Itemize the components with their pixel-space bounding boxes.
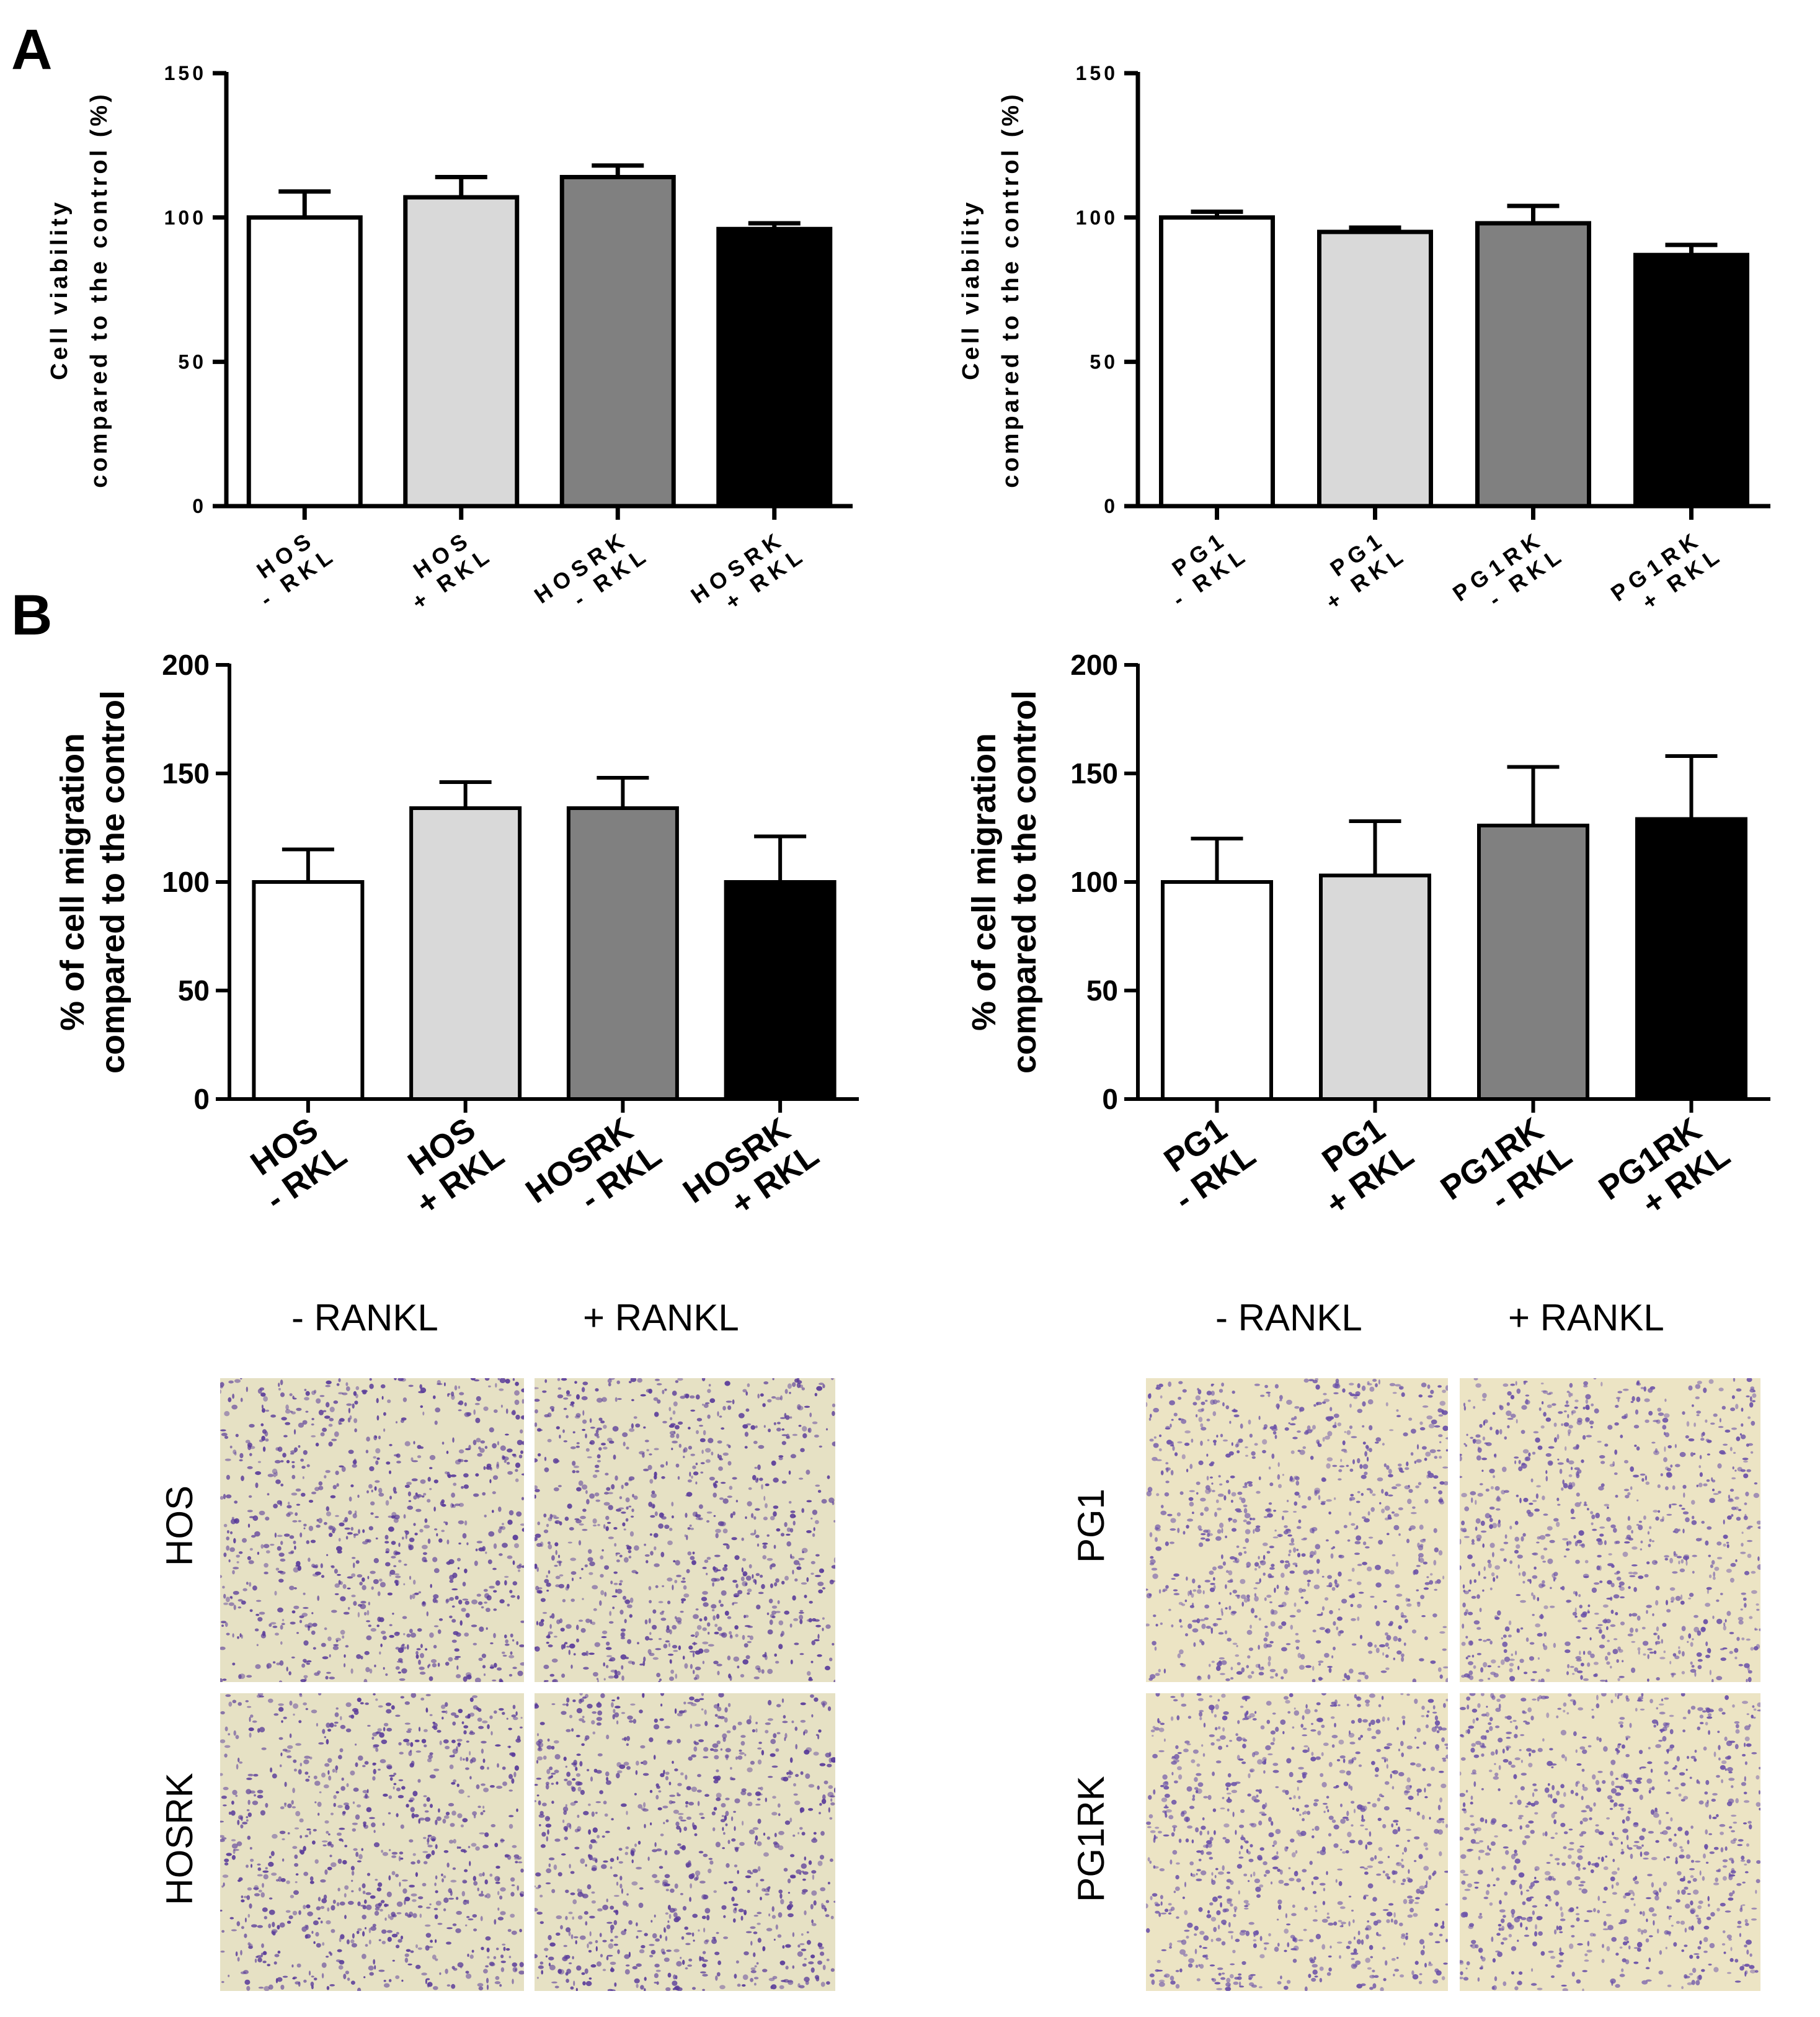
y-tick-label: 100 (162, 866, 210, 898)
y-tick-label: 200 (1070, 649, 1118, 681)
x-tick-label-group: HOS- RKL (244, 1111, 353, 1218)
y-tick-label: 0 (1104, 495, 1118, 517)
micrograph-hos-plus-rankl (535, 1378, 835, 1682)
chart-b-hos-migration: 0 50 100 150 200 % of cell migration compared … (54, 649, 859, 1223)
micrograph-column-label: - RANKL (291, 1297, 438, 1338)
micrograph-row-labels: HOS HOSRK (159, 1485, 200, 1905)
micrograph-pg1-minus-rankl (1146, 1378, 1448, 1682)
x-tick-label-group: PG1RK+ RKL (1592, 1111, 1737, 1223)
micrograph-hosrk-minus-rankl (220, 1693, 524, 1991)
stained-cells (535, 1378, 835, 1682)
x-tick-label-group: PG1RK- RKL (1434, 1111, 1579, 1218)
y-tick-label: 0 (1102, 1083, 1118, 1115)
micrograph-row-labels: PG1 PG1RK (1070, 1489, 1112, 1902)
y-tick-label: 100 (164, 207, 206, 229)
bar (1159, 215, 1275, 509)
bar (246, 215, 363, 509)
micrograph-pg1-plus-rankl (1460, 1378, 1760, 1682)
micrograph-group-hos: - RANKL + RANKL HOS HOSRK (0, 1278, 912, 2016)
stained-cells (220, 1378, 524, 1682)
bar (252, 880, 365, 1101)
micrograph-background (1460, 1693, 1760, 1991)
panel-letter-a: A (11, 18, 53, 81)
bar (1475, 221, 1591, 509)
x-tick-label-group: HOSRK- RKL (530, 525, 654, 612)
bar (1477, 824, 1589, 1101)
micrograph-background (535, 1693, 835, 1991)
bar (409, 806, 522, 1101)
x-tick-label-group: HOSRK- RKL (519, 1111, 668, 1218)
chart-a-pg1-viability: 0 50 100 150 Cell viability compared to the c… (958, 62, 1770, 615)
stained-cells (1146, 1693, 1448, 1991)
bar (724, 880, 837, 1101)
y-tick-label: 100 (1076, 207, 1118, 229)
micrograph-hosrk-plus-rankl (535, 1693, 835, 1991)
bar (566, 806, 679, 1101)
bar (716, 226, 833, 509)
stained-cells (1460, 1378, 1760, 1682)
micrograph-row-label: PG1 (1070, 1489, 1112, 1563)
x-tick-label-group: PG1RK- RKL (1448, 525, 1570, 612)
y-tick-label: 150 (162, 757, 210, 790)
y-tick-label: 50 (178, 351, 206, 373)
x-tick-label-group: PG1+ RKL (1321, 525, 1411, 615)
micrograph-row-label: HOSRK (159, 1773, 200, 1905)
y-tick-label: 100 (1070, 866, 1118, 898)
y-axis-label: % of cell migration (54, 733, 91, 1031)
micrograph-column-label: + RANKL (583, 1297, 739, 1338)
x-tick-label-group: PG1RK+ RKL (1606, 525, 1728, 615)
y-axis-label: compared to the control (%) (86, 91, 112, 488)
micrograph-group-pg1: - RANKL + RANKL PG1 PG1RK (912, 1278, 1820, 2016)
y-axis-label: compared to the control (%) (998, 91, 1024, 488)
micrograph-column-label: + RANKL (1508, 1297, 1664, 1338)
y-axis-label: % of cell migration (965, 733, 1003, 1031)
stained-cells (220, 1693, 524, 1991)
micrograph-background (1146, 1378, 1448, 1682)
x-tick-label-group: PG1+ RKL (1315, 1111, 1420, 1223)
y-tick-label: 50 (178, 974, 210, 1007)
y-tick-label: 150 (1070, 757, 1118, 790)
bar (559, 175, 676, 509)
x-tick-label-group: HOSRK+ RKL (677, 1111, 825, 1223)
x-tick-label-group: PG1- RKL (1167, 525, 1253, 612)
chart-a-hos-viability: 0 50 100 150 Cell viability compared to the c… (47, 62, 853, 615)
x-tick-label-group: PG1- RKL (1157, 1111, 1262, 1218)
y-axis-label: compared to the control (1006, 690, 1043, 1074)
chart-b-pg1-migration: 0 50 100 150 200 % of cell migration compared … (965, 649, 1770, 1223)
y-tick-label: 50 (1086, 974, 1118, 1007)
micrograph-row-label: HOS (159, 1485, 200, 1566)
bar (1633, 252, 1749, 509)
y-tick-label: 150 (164, 62, 206, 84)
micrograph-pg1rk-minus-rankl (1146, 1693, 1448, 1991)
y-tick-label: 50 (1090, 351, 1118, 373)
stained-cells (535, 1693, 835, 1991)
y-tick-label: 0 (193, 1083, 210, 1115)
bar (1161, 880, 1273, 1101)
bar (403, 195, 520, 509)
micrograph-column-label: - RANKL (1215, 1297, 1362, 1338)
micrograph-row-label: PG1RK (1070, 1776, 1112, 1902)
micrograph-hos-minus-rankl (220, 1378, 524, 1682)
x-tick-label-group: HOS+ RKL (407, 525, 498, 615)
y-axis-label: Cell viability (47, 199, 73, 380)
bar (1319, 873, 1431, 1101)
y-tick-label: 150 (1076, 62, 1118, 84)
micrograph-pg1rk-plus-rankl (1460, 1693, 1760, 1991)
panel-letter-b: B (11, 584, 53, 647)
bar (1635, 817, 1747, 1101)
bar (1317, 229, 1433, 509)
x-tick-label-group: HOS+ RKL (401, 1111, 510, 1223)
y-axis-label: compared to the control (94, 690, 131, 1074)
micrograph-background (220, 1693, 524, 1991)
y-axis-label: Cell viability (958, 199, 984, 380)
stained-cells (1146, 1378, 1448, 1682)
x-tick-label-group: HOS- RKL (252, 525, 341, 612)
y-tick-label: 0 (192, 495, 206, 517)
x-tick-label-group: HOSRK+ RKL (686, 525, 810, 615)
y-tick-label: 200 (162, 649, 210, 681)
stained-cells (1460, 1693, 1760, 1991)
